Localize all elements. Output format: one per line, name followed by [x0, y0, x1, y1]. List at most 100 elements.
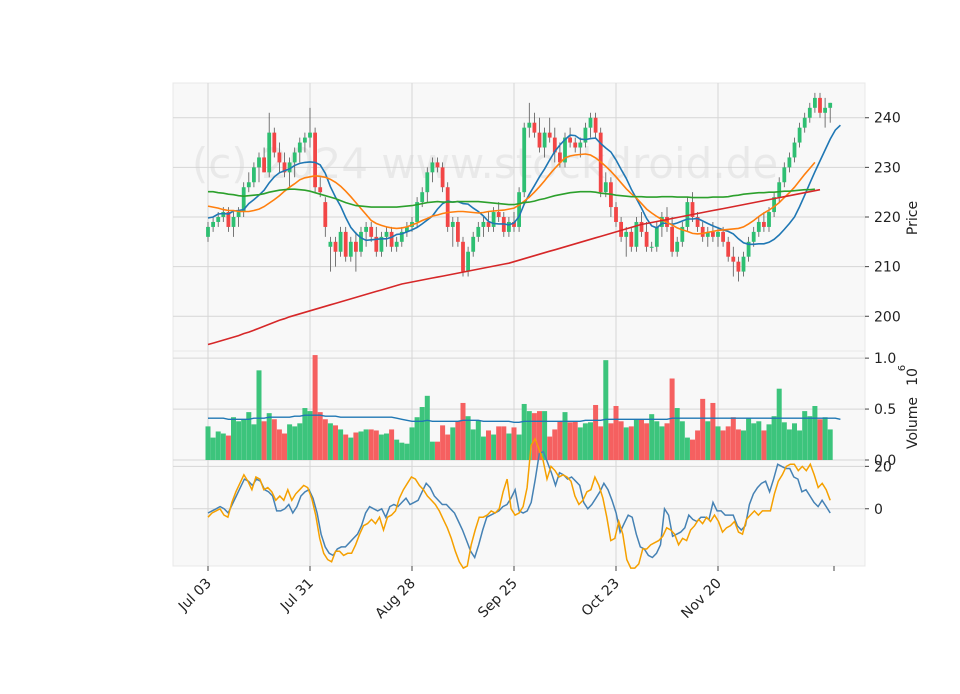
candle-body-down — [374, 236, 379, 252]
volume-bar — [812, 406, 818, 460]
candle-body-up — [297, 142, 302, 153]
candle-body-up — [476, 226, 481, 237]
volume-bar — [225, 435, 231, 460]
candle-body-up — [634, 221, 639, 247]
candle — [568, 127, 572, 148]
volume-bar — [292, 426, 298, 460]
x-tick-label: Nov 20 — [678, 576, 724, 622]
candle-body-down — [440, 167, 445, 188]
volume-bar — [266, 413, 272, 460]
candle-body-down — [445, 187, 450, 227]
volume-bar — [776, 388, 782, 460]
candle-body-down — [343, 231, 348, 257]
candle-body-down — [721, 231, 725, 242]
candle-body-down — [318, 187, 323, 193]
price-tick-label: 240 — [874, 111, 901, 127]
volume-bar — [470, 429, 476, 460]
candle — [440, 162, 445, 193]
volume-bar — [715, 426, 721, 460]
candle — [374, 226, 379, 257]
volume-bar — [679, 421, 685, 460]
price-tick-label: 230 — [874, 160, 901, 176]
candle-body-up — [338, 231, 343, 252]
volume-bar — [633, 419, 639, 460]
candle — [649, 241, 654, 252]
moving-average-lines — [207, 124, 841, 346]
candle — [211, 217, 215, 232]
candle — [593, 112, 598, 138]
volume-bar — [256, 370, 262, 460]
indicator-tick-label: 20 — [874, 459, 892, 475]
volume-bar — [429, 441, 435, 460]
candle — [384, 226, 389, 247]
candle — [435, 157, 440, 173]
volume-bar — [659, 426, 665, 460]
volume-bar — [338, 429, 344, 460]
volume-bar — [317, 412, 323, 460]
candle-body-down — [619, 221, 623, 237]
candle — [634, 217, 639, 252]
candle — [537, 117, 542, 153]
candle-body-down — [726, 241, 731, 257]
volume-bar — [730, 417, 736, 460]
volume-bar — [664, 423, 670, 460]
candle-body-up — [828, 102, 833, 108]
candle — [399, 226, 404, 247]
volume-bar — [271, 419, 277, 460]
candle — [389, 226, 394, 252]
candle-body-down — [593, 117, 598, 133]
candle — [726, 236, 731, 262]
volume-bar — [297, 423, 303, 460]
candle-body-down — [639, 221, 644, 232]
volume-bar — [827, 429, 833, 460]
candle-body-up — [252, 167, 256, 183]
candle — [695, 212, 700, 232]
candle-body-up — [221, 212, 226, 217]
volume-bar — [409, 427, 415, 460]
volume-bar — [649, 414, 655, 460]
candle-body-up — [481, 221, 486, 227]
candle-body-down — [456, 221, 460, 242]
candle-body-up — [705, 231, 710, 237]
candle — [792, 137, 797, 163]
volume-bar — [302, 408, 308, 460]
volume-bar — [231, 417, 236, 460]
volume-bar — [577, 427, 583, 460]
volume-bar — [537, 411, 542, 460]
candle-body-up — [394, 241, 399, 247]
candle — [588, 112, 593, 138]
price-tick-label: 220 — [874, 210, 901, 226]
volume-bar — [766, 424, 772, 460]
candle — [705, 226, 710, 247]
candle-body-up — [303, 137, 307, 143]
candle-body-up — [649, 246, 654, 248]
candle — [807, 102, 812, 123]
volume-bar — [593, 404, 599, 460]
candle — [445, 182, 450, 232]
volume-bar — [756, 421, 762, 460]
candle-body-down — [226, 212, 231, 227]
candle — [762, 212, 766, 232]
candle-body-down — [277, 152, 282, 163]
x-tick-label: Sep 25 — [475, 576, 521, 622]
candle — [624, 226, 629, 257]
volume-bar — [455, 421, 461, 460]
volume-bar — [802, 411, 808, 460]
candle-body-up — [741, 256, 746, 272]
volume-bar — [261, 421, 267, 460]
candle-body-down — [496, 212, 501, 217]
volume-bar — [552, 429, 558, 460]
candle — [532, 112, 537, 138]
candle-body-down — [711, 231, 715, 237]
volume-bar — [435, 441, 440, 460]
candle-body-up — [797, 127, 802, 143]
candle — [731, 246, 736, 277]
volume-bar — [287, 424, 293, 460]
volume-bar — [450, 427, 456, 460]
candle-body-up — [246, 182, 251, 188]
volume-bar — [282, 433, 287, 460]
volume-bar — [465, 416, 471, 460]
candle-body-up — [782, 167, 787, 183]
candle — [394, 236, 399, 252]
candle-body-up — [777, 182, 782, 198]
